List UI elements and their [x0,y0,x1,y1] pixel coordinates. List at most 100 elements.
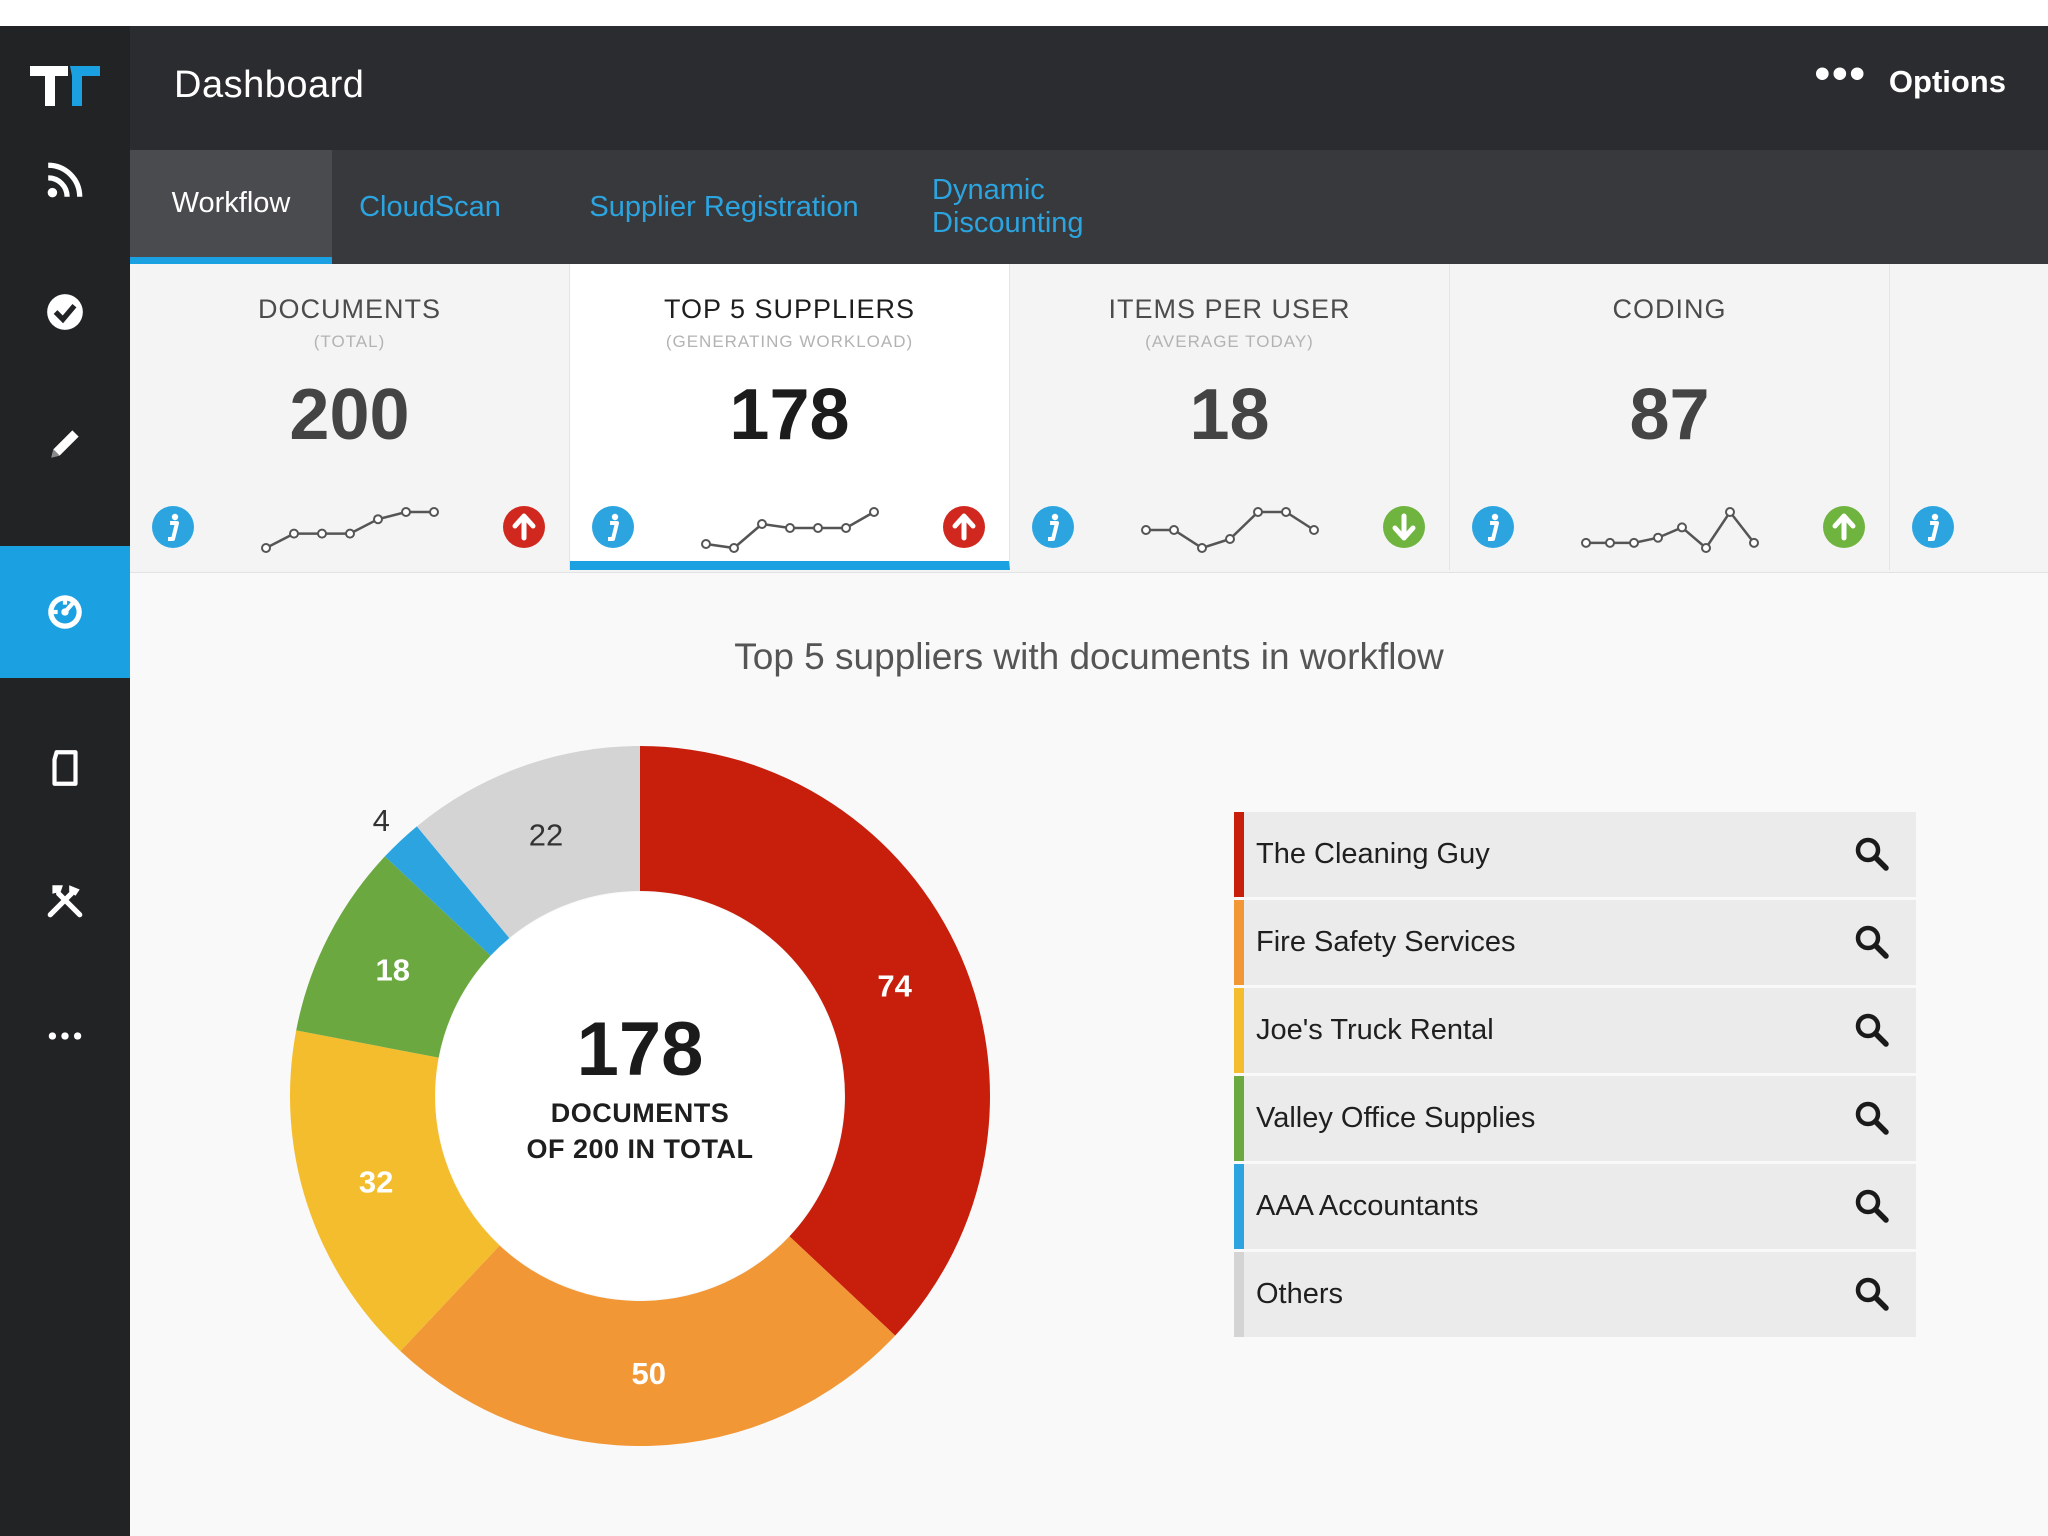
sparkline-point [345,528,355,539]
search-icon[interactable] [1852,922,1892,962]
sidebar-item-dashboard[interactable] [0,546,130,678]
search-icon[interactable] [1852,1098,1892,1138]
legend-item[interactable]: Others [1234,1252,1916,1337]
tab-dynamic-discounting[interactable]: Dynamic Discounting [932,174,1084,239]
trend-down-icon [1383,506,1425,548]
sparkline-point [1197,543,1207,553]
donut-slice-label: 18 [376,953,410,988]
sparkline-point [1653,532,1663,543]
sidebar [0,26,130,1536]
legend-color-swatch [1234,1076,1244,1161]
sparkline-point [785,523,795,533]
sparkline-point [1605,537,1615,548]
sparkline-point [1141,525,1151,535]
donut-slice-label: 32 [359,1164,393,1199]
sparkline-point [1749,537,1759,548]
info-icon[interactable] [150,504,196,550]
donut-slice[interactable] [640,746,990,1336]
legend-item[interactable]: Fire Safety Services [1234,900,1916,985]
donut-slice-label: 4 [373,803,390,838]
tab-cloudscan[interactable]: CloudScan [359,190,501,223]
trend-up-icon [943,506,985,548]
app-window: Dashboard ••• Options Workflow CloudScan… [0,26,2048,1536]
kpi-card-coding[interactable]: CODING 87 [1450,264,1890,570]
info-icon[interactable] [1470,504,1516,550]
top-bar: Dashboard ••• Options [130,26,2048,150]
tradeshift-logo[interactable] [28,62,102,108]
sidebar-item-feed[interactable] [0,114,130,246]
donut-slice[interactable] [290,1030,500,1352]
search-icon[interactable] [1852,1186,1892,1226]
legend-color-swatch [1234,812,1244,897]
sidebar-item-more[interactable] [0,970,130,1102]
kpi-card-partial[interactable] [1890,264,2048,570]
more-horizontal-icon: ••• [1814,49,1867,98]
chart-title: Top 5 suppliers with documents in workfl… [734,636,1444,677]
legend-label: Others [1256,1278,1344,1310]
sidebar-item-tasks[interactable] [0,246,130,378]
sparkline-point [401,507,411,517]
kpi-title: DOCUMENTS [258,294,441,324]
legend-color-swatch [1234,900,1244,985]
donut-slice-label: 74 [877,968,912,1003]
legend-item[interactable]: Joe's Truck Rental [1234,988,1916,1073]
donut-slice[interactable] [384,826,510,956]
donut-slice[interactable] [400,1236,896,1446]
kpi-subtitle: (TOTAL) [313,332,386,351]
kpi-card-items-per-user[interactable]: ITEMS PER USER (AVERAGE TODAY) 18 [1010,264,1450,570]
document-icon [52,750,78,786]
sparkline-point [261,543,271,553]
sparkline-point [373,514,383,525]
sidebar-item-tools[interactable] [0,834,130,966]
legend-item[interactable]: AAA Accountants [1234,1164,1916,1249]
tab-supplier-registration[interactable]: Supplier Registration [589,190,859,223]
kpi-value: 18 [1189,375,1270,455]
sparkline-point [1677,522,1687,533]
tab-bar: Workflow CloudScan Supplier Registration… [130,150,2048,264]
options-menu-button[interactable]: ••• Options [1815,52,2006,100]
donut-chart: 74 50 32 18 4 22 [290,746,990,1446]
donut-slice[interactable] [296,856,491,1058]
sparkline-point [841,523,851,533]
legend-label: The Cleaning Guy [1256,838,1490,870]
legend-label: AAA Accountants [1256,1190,1479,1222]
search-icon[interactable] [1852,1274,1892,1314]
trend-up-icon [503,506,545,548]
chart-legend: The Cleaning Guy Fire Safety Services Jo… [1234,812,1916,1340]
kpi-value: 200 [289,375,410,455]
chart-center-sublabel: OF 200 IN TOTAL [526,1134,754,1164]
dashboard-icon [48,595,82,629]
chart-center-value: 178 [576,1007,704,1092]
legend-item[interactable]: Valley Office Supplies [1234,1076,1916,1161]
pencil-icon [51,430,79,458]
kpi-title: ITEMS PER USER [1108,294,1351,324]
kpi-title: CODING [1612,294,1727,324]
legend-item[interactable]: The Cleaning Guy [1234,812,1916,897]
kpi-subtitle: (GENERATING WORKLOAD) [665,332,914,351]
sidebar-item-documents[interactable] [0,702,130,834]
tools-icon [47,885,83,918]
sparkline-point [1225,534,1235,544]
sidebar-item-edit[interactable] [0,378,130,510]
info-icon[interactable] [1910,504,1956,550]
info-icon[interactable] [1030,504,1076,550]
sparkline-point [1629,537,1639,548]
options-label: Options [1888,64,2006,99]
sparkline-point [813,523,823,533]
sparkline-point [729,543,739,553]
kpi-card-top-suppliers[interactable]: TOP 5 SUPPLIERS (GENERATING WORKLOAD) 17… [570,264,1010,570]
tab-workflow[interactable]: Workflow [130,150,332,264]
search-icon[interactable] [1852,834,1892,874]
more-icon [48,1032,82,1040]
info-icon[interactable] [590,504,636,550]
kpi-card-documents[interactable]: DOCUMENTS (TOTAL) 200 [130,264,570,570]
legend-label: Valley Office Supplies [1256,1102,1536,1134]
sparkline-point [757,519,767,529]
sparkline-point [701,539,711,549]
sparkline-point [1725,507,1735,517]
donut-slice-label: 22 [529,817,563,852]
search-icon[interactable] [1852,1010,1892,1050]
sparkline-point [1253,507,1263,517]
sparkline-point [869,507,879,517]
donut-slice[interactable] [416,746,640,939]
